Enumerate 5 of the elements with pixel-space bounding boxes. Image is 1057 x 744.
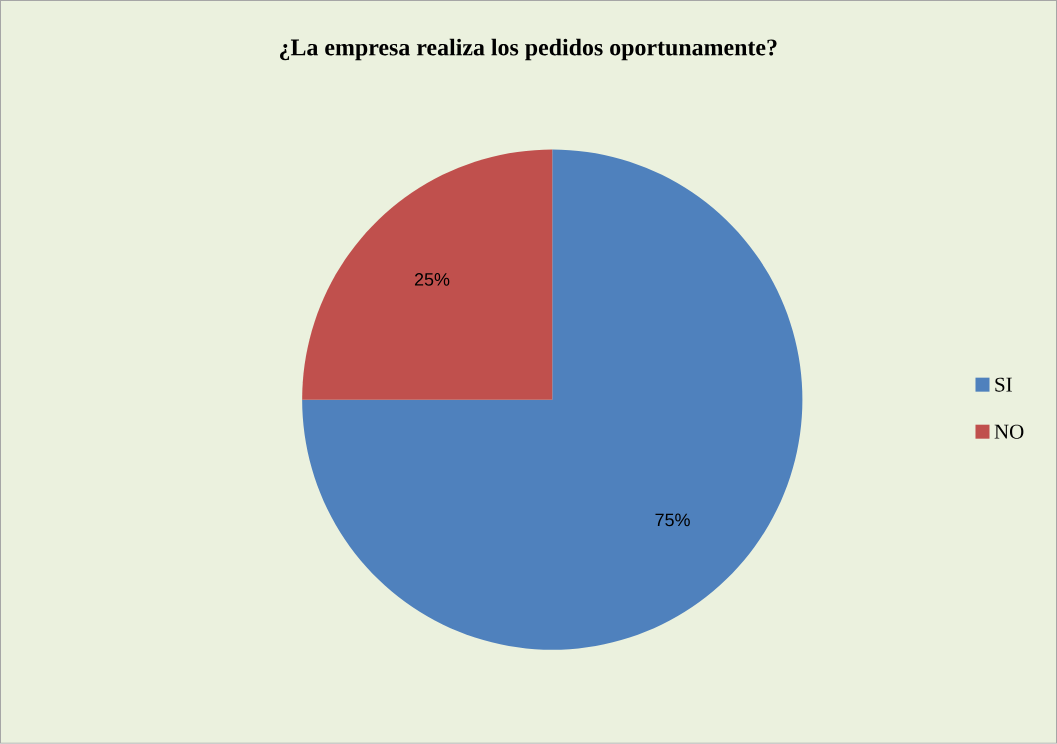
legend-label: NO	[994, 424, 1024, 439]
legend-label: SI	[995, 377, 1012, 392]
chart-title: ¿La empresa realiza los pedidos oportunamente?	[279, 38, 777, 61]
data-label: 25%	[414, 273, 450, 286]
data-label: 75%	[655, 513, 690, 527]
